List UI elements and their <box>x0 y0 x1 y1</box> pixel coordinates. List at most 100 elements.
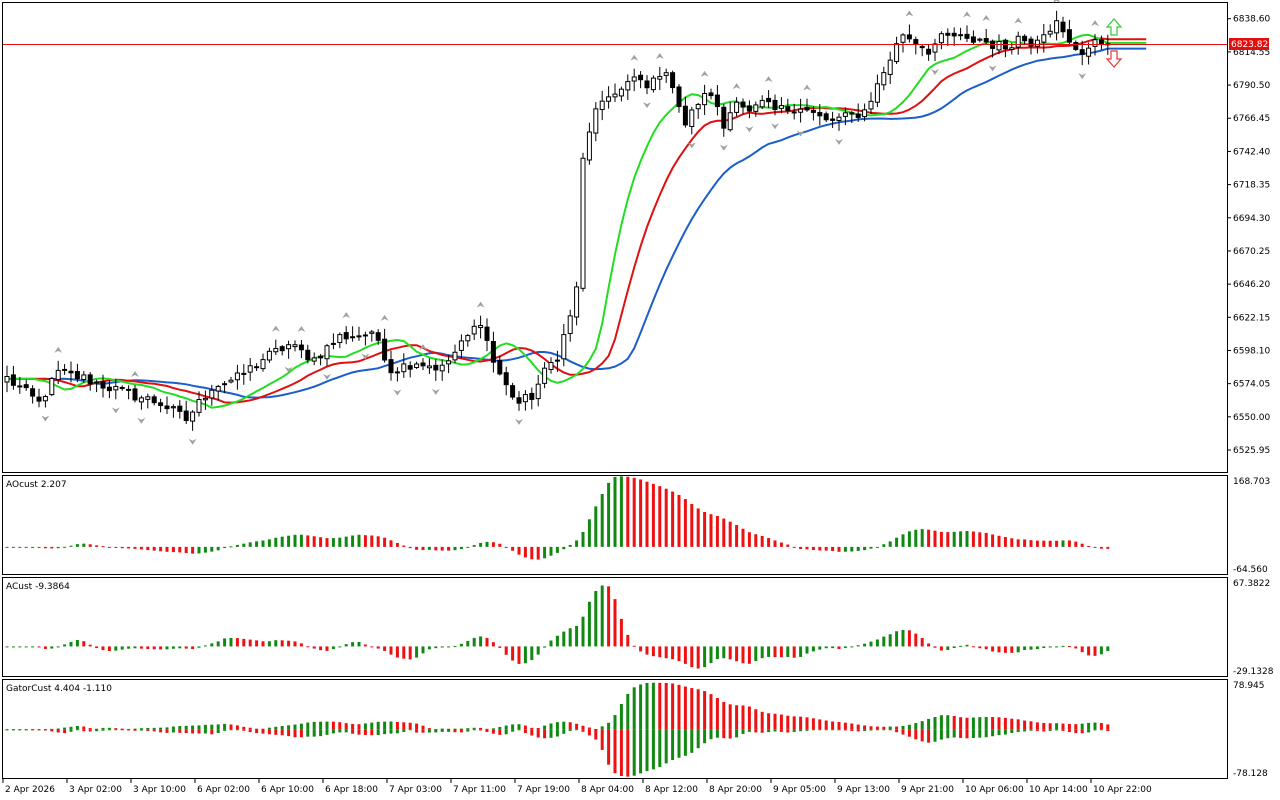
candle-body <box>241 372 247 375</box>
ao-bar <box>120 546 124 549</box>
gator-bar <box>952 715 956 730</box>
gator-bar <box>191 725 195 730</box>
candle-body <box>1009 47 1015 50</box>
ac-bar <box>645 646 649 655</box>
gator-bar <box>255 728 259 730</box>
candle-body <box>894 43 900 63</box>
ac-bar <box>152 646 156 650</box>
price-tick-label: 6574.05 <box>1233 380 1270 390</box>
ac-bar <box>1067 646 1071 648</box>
ao-bar <box>152 546 156 551</box>
ac-bar <box>543 646 547 648</box>
gator-bar <box>299 723 303 730</box>
ao-bar <box>485 541 489 547</box>
ac-bar <box>850 646 854 648</box>
gator-bar <box>69 726 73 730</box>
gator-bar-lower <box>242 729 246 731</box>
price-tick-label: 6525.95 <box>1233 446 1270 456</box>
ac-bar <box>811 646 815 652</box>
gator-bar <box>581 725 585 730</box>
gator-bar <box>319 721 323 730</box>
ac-panel-frame <box>2 577 1228 677</box>
ao-bar <box>882 544 886 547</box>
ao-min: -64.560 <box>1233 565 1268 575</box>
ac-bar <box>1074 646 1078 649</box>
gator-bar-lower <box>50 729 54 732</box>
ao-bar <box>895 537 899 547</box>
time-tick-label: 6 Apr 10:00 <box>261 785 314 795</box>
ao-bar <box>831 546 835 551</box>
gator-bar-lower <box>619 729 623 776</box>
ac-bar <box>639 646 643 652</box>
ao-bar <box>741 528 745 547</box>
ao-bar <box>1080 543 1084 547</box>
ac-bar <box>703 646 707 668</box>
fractal-down-icon <box>431 388 440 395</box>
ao-bar <box>792 546 796 548</box>
ac-bar <box>1048 646 1052 648</box>
candle-body <box>23 384 29 389</box>
gator-bar-lower <box>152 729 156 732</box>
ao-bar <box>523 546 527 558</box>
gator-bar-lower <box>754 729 758 733</box>
ac-bar <box>799 646 803 657</box>
gator-bar-lower <box>664 729 668 764</box>
gator-bar-lower <box>952 729 956 738</box>
gator-bar <box>235 725 239 730</box>
ac-bar <box>933 646 937 648</box>
candle-body <box>625 81 631 91</box>
gator-bar-lower <box>203 729 207 734</box>
gator-bar <box>107 727 111 730</box>
teeth-line <box>7 37 1147 404</box>
gator-bar <box>82 726 86 730</box>
ao-bar <box>402 545 406 547</box>
candle-body <box>740 101 746 108</box>
ac-bar <box>837 646 841 650</box>
ac-bar <box>779 646 783 658</box>
candle-body <box>228 379 234 383</box>
candle-body <box>996 40 1002 51</box>
gator-bar <box>517 724 521 730</box>
ao-max: 168.703 <box>1233 477 1270 487</box>
candle-body <box>657 76 663 80</box>
ao-bar <box>427 546 431 550</box>
gator-bar <box>619 704 623 730</box>
gator-bar <box>165 727 169 730</box>
fractals <box>41 0 1099 445</box>
ao-bar <box>447 546 451 551</box>
gator-bar <box>498 726 502 730</box>
fractal-down-icon <box>745 126 754 133</box>
ac-bar <box>453 646 457 648</box>
gator-bar-lower <box>389 729 393 734</box>
candle-body <box>676 86 682 108</box>
candle-body <box>842 112 848 117</box>
gator-bar-lower <box>504 729 508 735</box>
ao-bar <box>63 546 67 548</box>
ac-bar <box>952 646 956 648</box>
candle-body <box>580 157 586 289</box>
gator-bar <box>1055 723 1059 730</box>
candle-body <box>452 351 458 361</box>
gator-bar-lower <box>11 729 15 731</box>
candle-body <box>548 362 554 370</box>
gator-bar-lower <box>427 729 431 733</box>
time-tick-label: 8 Apr 20:00 <box>709 785 762 795</box>
candle-body <box>670 72 676 89</box>
gator-bar-lower <box>901 729 905 735</box>
ao-bar <box>101 546 105 548</box>
ac-bar <box>1003 646 1007 653</box>
ac-bar <box>901 630 905 647</box>
gator-bar-lower <box>799 729 803 732</box>
ao-bar <box>299 534 303 547</box>
ac-bar <box>466 640 470 647</box>
candle-body <box>759 99 765 108</box>
candle-body <box>55 369 61 381</box>
ac-bar <box>824 646 828 649</box>
candle-body <box>644 80 650 89</box>
ac-bar <box>863 643 867 647</box>
gator-bar-lower <box>402 729 406 732</box>
time-axis: 2 Apr 2026 3 Apr 02:00 3 Apr 10:00 6 Apr 02… <box>2 779 1152 795</box>
gator-bar-lower <box>1093 729 1097 731</box>
ao-bar <box>600 494 604 547</box>
